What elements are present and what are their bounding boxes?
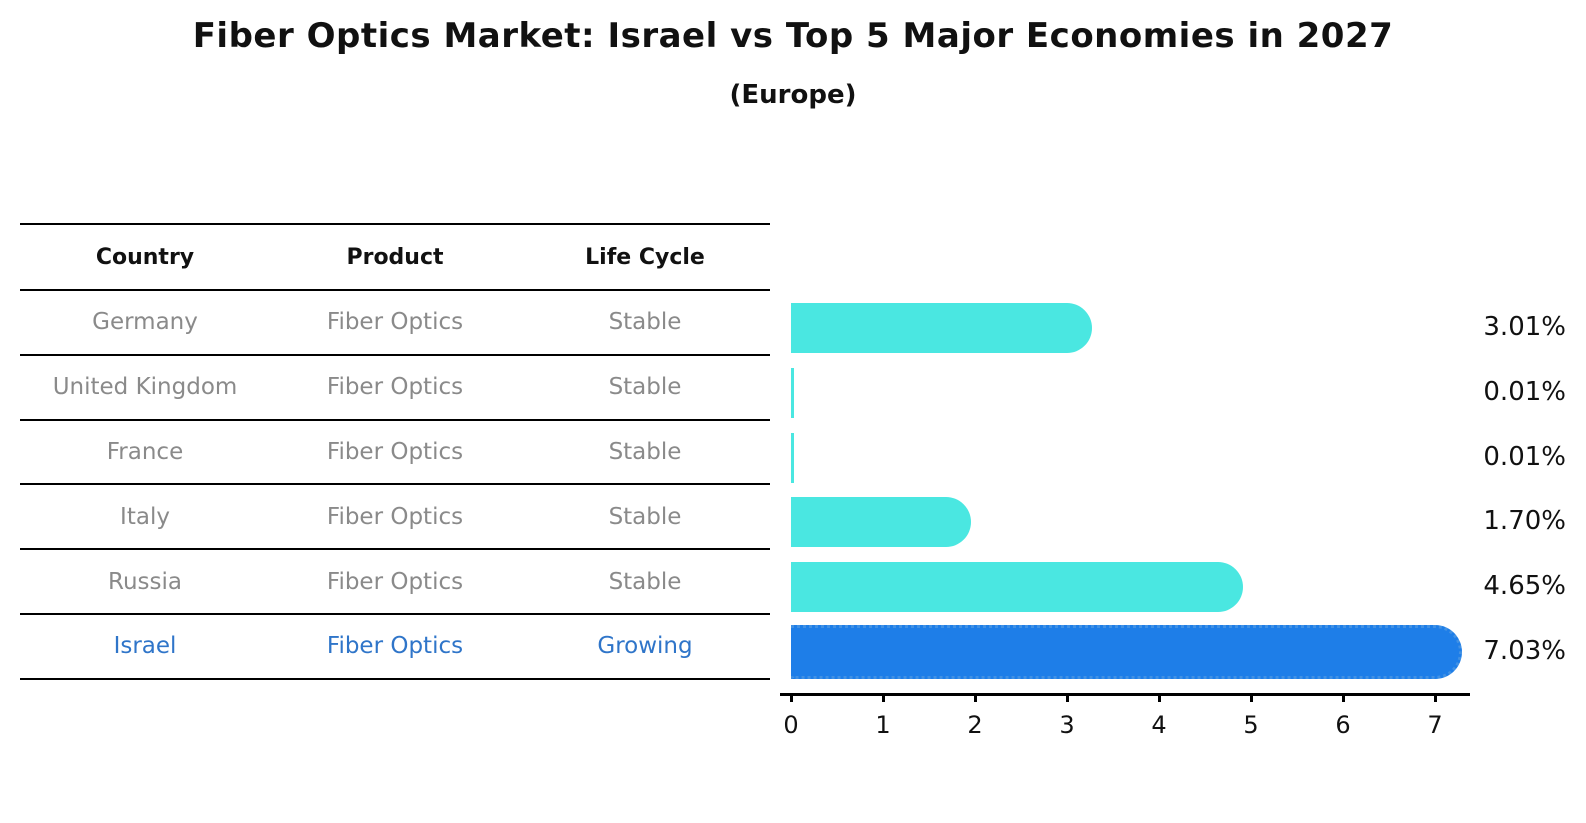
x-tick-label-7: 7: [1427, 711, 1443, 739]
value-label-russia: 4.65%: [1483, 571, 1566, 602]
x-tick-label-2: 2: [967, 711, 983, 739]
table-cell: Israel: [113, 633, 177, 660]
value-label-italy: 1.70%: [1483, 506, 1566, 537]
page-title: Fiber Optics Market: Israel vs Top 5 Maj…: [192, 16, 1394, 56]
table-row-germany: Germany Fiber Optics Stable: [20, 291, 770, 356]
x-tick-label-1: 1: [875, 711, 891, 739]
x-axis-tick: [1158, 693, 1161, 702]
x-axis-tick: [1250, 693, 1253, 702]
table-row-france: France Fiber Optics Stable: [20, 421, 770, 486]
x-axis-tick: [1434, 693, 1437, 702]
x-tick-label-5: 5: [1243, 711, 1259, 739]
value-label-france: 0.01%: [1483, 441, 1566, 472]
bar-russia: [791, 562, 1243, 613]
x-axis-tick: [1066, 693, 1069, 702]
value-label-germany: 3.01%: [1483, 312, 1566, 342]
table-row-italy: Italy Fiber Optics Stable: [20, 485, 770, 551]
table-cell: Growing: [597, 633, 693, 660]
data-table: Country Product Life Cycle Germany Fiber Op…: [20, 223, 770, 680]
table-cell: Fiber Optics: [326, 438, 464, 465]
table-cell: United Kingdom: [52, 374, 238, 401]
bar-united-kingdom: [791, 367, 794, 418]
x-axis-line: [780, 693, 1470, 696]
x-tick-label-0: 0: [783, 711, 799, 739]
bar-france: [791, 432, 794, 483]
table-cell: Fiber Optics: [326, 503, 464, 530]
column-header-product: Product: [346, 244, 444, 270]
x-axis-tick: [1342, 693, 1345, 702]
bar-germany: [791, 303, 1092, 353]
table-cell: Stable: [608, 568, 682, 595]
value-label-united-kingdom: 0.01%: [1483, 376, 1566, 407]
table-cell: Fiber Optics: [326, 374, 464, 401]
table-cell: Fiber Optics: [326, 633, 464, 660]
table-cell: Stable: [608, 309, 682, 336]
table-cell: Italy: [120, 503, 170, 530]
page-subtitle: (Europe): [729, 80, 857, 110]
x-tick-label-6: 6: [1335, 711, 1351, 739]
table-cell: Fiber Optics: [326, 568, 464, 595]
x-axis-tick: [790, 693, 793, 702]
table-cell: Stable: [608, 503, 682, 530]
table-cell: Fiber Optics: [326, 309, 464, 336]
bar-italy: [791, 497, 972, 548]
table-row-russia: Russia Fiber Optics Stable: [20, 550, 770, 615]
bar-israel: [791, 625, 1462, 679]
x-axis-tick: [882, 693, 885, 702]
x-axis-tick: [974, 693, 977, 702]
x-tick-label-3: 3: [1059, 711, 1075, 739]
x-tick-label-4: 4: [1151, 711, 1167, 739]
table-row-united-kingdom: United Kingdom Fiber Optics Stable: [20, 356, 770, 421]
table-cell: France: [106, 438, 184, 465]
table-row-israel: Israel Fiber Optics Growing: [20, 615, 770, 680]
table-header-row: Country Product Life Cycle: [20, 225, 770, 291]
table-cell: Stable: [608, 374, 682, 401]
column-header-country: Country: [95, 244, 195, 270]
table-cell: Russia: [108, 568, 182, 595]
value-label-israel: 7.03%: [1483, 636, 1566, 666]
column-header-life-cycle: Life Cycle: [585, 244, 705, 270]
table-cell: Stable: [608, 438, 682, 465]
table-cell: Germany: [92, 309, 198, 336]
